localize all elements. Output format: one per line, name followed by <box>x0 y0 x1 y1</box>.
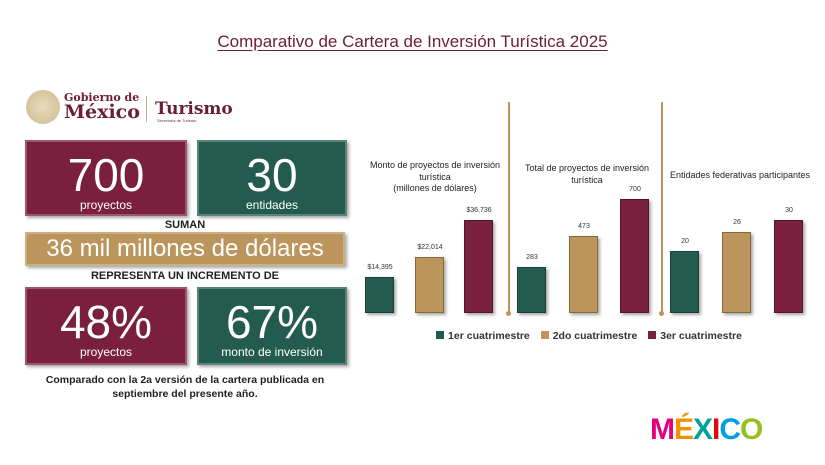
divider-dot <box>659 311 664 316</box>
stat-label: proyectos <box>79 345 133 359</box>
bar <box>464 220 493 313</box>
bar <box>670 251 699 313</box>
stat-label: monto de inversión <box>221 345 323 359</box>
bar <box>365 276 394 313</box>
stat-value: 30 <box>246 149 298 201</box>
legend-item: 1er cuatrimestre <box>448 330 530 342</box>
legend-swatch <box>436 331 445 339</box>
data-label: 20 <box>681 238 689 245</box>
data-label: $14,395 <box>367 263 393 271</box>
brand-letter: O <box>740 413 763 446</box>
divider-dot <box>506 311 511 316</box>
stat-value: 48% <box>59 296 153 348</box>
brand-letter: I <box>712 413 720 446</box>
stat-label: entidades <box>245 198 299 212</box>
stat-label: proyectos <box>79 198 133 212</box>
comparison-note: Comparado con la 2a versión de la carter… <box>45 374 325 400</box>
data-label: 30 <box>785 207 793 214</box>
chart-title: Entidades federativas participantes <box>669 170 811 180</box>
brand-letter: M <box>650 413 675 446</box>
logo-line1: Gobierno de <box>64 91 140 104</box>
increment-label: REPRESENTA UN INCREMENTO DE <box>90 270 280 282</box>
logo-line2: México <box>64 101 140 123</box>
bar <box>569 235 598 313</box>
turismo-logo: Turismo <box>155 99 233 119</box>
legend-item: 3er cuatrimestre <box>660 330 742 342</box>
bar <box>415 257 444 313</box>
legend-swatch <box>540 331 549 339</box>
chart-divider <box>661 102 663 314</box>
brand-letter: É <box>674 413 694 446</box>
legend-swatch <box>648 331 657 339</box>
brand-letter: C <box>719 413 741 446</box>
bar <box>517 266 546 313</box>
mexico-brand-logo: MÉXICO <box>650 413 763 447</box>
turismo-subtitle: Secretaría de Turismo <box>157 118 197 123</box>
data-label: 26 <box>733 219 741 227</box>
data-label: 700 <box>629 186 641 193</box>
amount-increment: 67% monto de inversión <box>197 287 347 365</box>
data-label: 283 <box>526 253 538 261</box>
stat-value: 67% <box>225 296 319 348</box>
coat-of-arms-logo <box>26 90 60 124</box>
chart-legend: 1er cuatrimestre 2do cuatrimestre 3er cu… <box>360 330 810 342</box>
gobierno-logo: Gobierno de México <box>64 92 140 122</box>
legend-item: 2do cuatrimestre <box>552 330 638 342</box>
page-title: Comparativo de Cartera de Inversión Turí… <box>217 32 608 51</box>
entities-stat: 30 entidades <box>197 140 347 216</box>
bar <box>722 232 751 313</box>
suman-label: SUMAN <box>164 219 206 231</box>
data-label: 473 <box>578 222 590 230</box>
chart-title: Total de proyectos de inversión turístic… <box>524 163 650 185</box>
projects-stat: 700 proyectos <box>25 140 187 216</box>
total-amount: 36 mil millones de dólares <box>25 232 345 266</box>
data-label: $22,014 <box>417 244 443 252</box>
brand-letter: X <box>693 413 713 446</box>
bar <box>774 220 803 313</box>
data-label: $36,736 <box>466 207 492 214</box>
chart-divider <box>508 102 510 314</box>
stat-value: 700 <box>67 149 145 201</box>
bar <box>620 199 649 313</box>
logo-divider <box>146 96 147 122</box>
projects-increment: 48% proyectos <box>25 287 187 365</box>
chart-title: Monto de proyectos de inversión turístic… <box>369 160 501 194</box>
